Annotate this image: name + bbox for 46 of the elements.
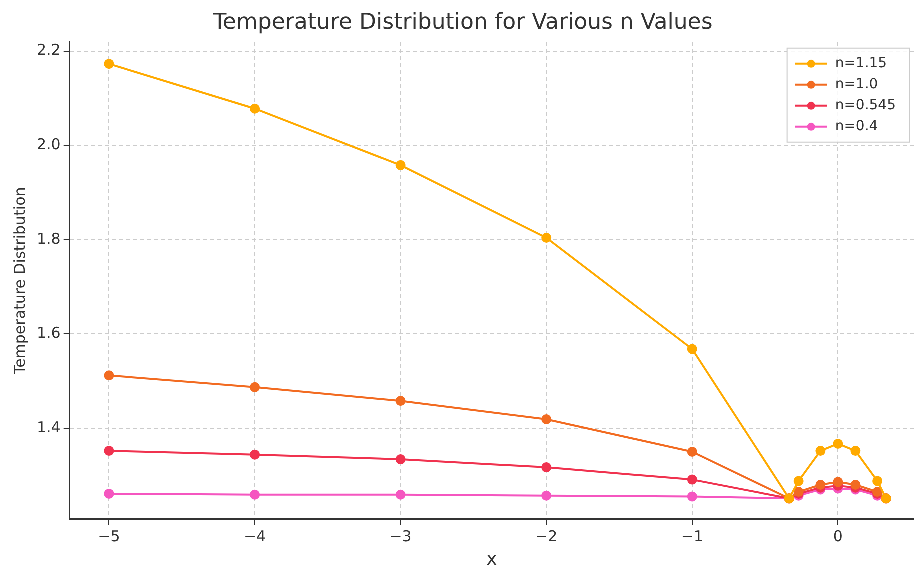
point xyxy=(396,454,406,465)
point xyxy=(687,447,698,457)
chart-title: Temperature Distribution for Various n Values xyxy=(212,10,713,35)
y-axis-title: Temperature Distribution xyxy=(10,187,29,376)
point xyxy=(250,382,260,392)
point xyxy=(250,104,260,114)
legend-label: n=1.0 xyxy=(835,76,878,93)
x-tick-label: 0 xyxy=(833,527,843,546)
y-tick-label: 1.8 xyxy=(36,230,61,248)
x-axis-title: x xyxy=(486,548,498,570)
y-tick-label: 2.0 xyxy=(36,136,61,154)
point xyxy=(687,344,698,354)
x-tick-label: −2 xyxy=(536,527,558,546)
point xyxy=(396,490,406,500)
point xyxy=(396,396,406,406)
point xyxy=(816,480,826,490)
point xyxy=(104,446,114,456)
y-tick-label: 2.2 xyxy=(36,41,61,60)
y-tick-label: 1.6 xyxy=(36,324,61,342)
point xyxy=(794,476,804,486)
point xyxy=(687,474,698,485)
legend-label: n=1.15 xyxy=(835,56,888,72)
point xyxy=(104,488,114,499)
x-tick-label: −5 xyxy=(98,527,120,546)
point xyxy=(542,414,552,424)
point xyxy=(250,490,260,500)
point xyxy=(542,233,552,244)
point xyxy=(542,490,552,501)
point xyxy=(104,370,114,381)
y-tick-label: 1.4 xyxy=(36,418,61,436)
point xyxy=(833,477,844,488)
point xyxy=(850,446,861,456)
x-tick-label: −1 xyxy=(681,527,704,546)
legend-label: n=0.545 xyxy=(835,98,896,114)
legend-label: n=0.4 xyxy=(835,118,878,135)
point xyxy=(816,446,826,456)
x-tick-label: −4 xyxy=(244,527,266,546)
x-tick-label: −3 xyxy=(390,527,412,546)
point xyxy=(687,492,698,502)
point xyxy=(104,59,114,70)
point xyxy=(250,450,260,460)
point xyxy=(542,462,552,473)
point xyxy=(396,160,406,170)
point xyxy=(833,438,844,449)
point xyxy=(850,480,861,490)
point xyxy=(872,476,883,486)
